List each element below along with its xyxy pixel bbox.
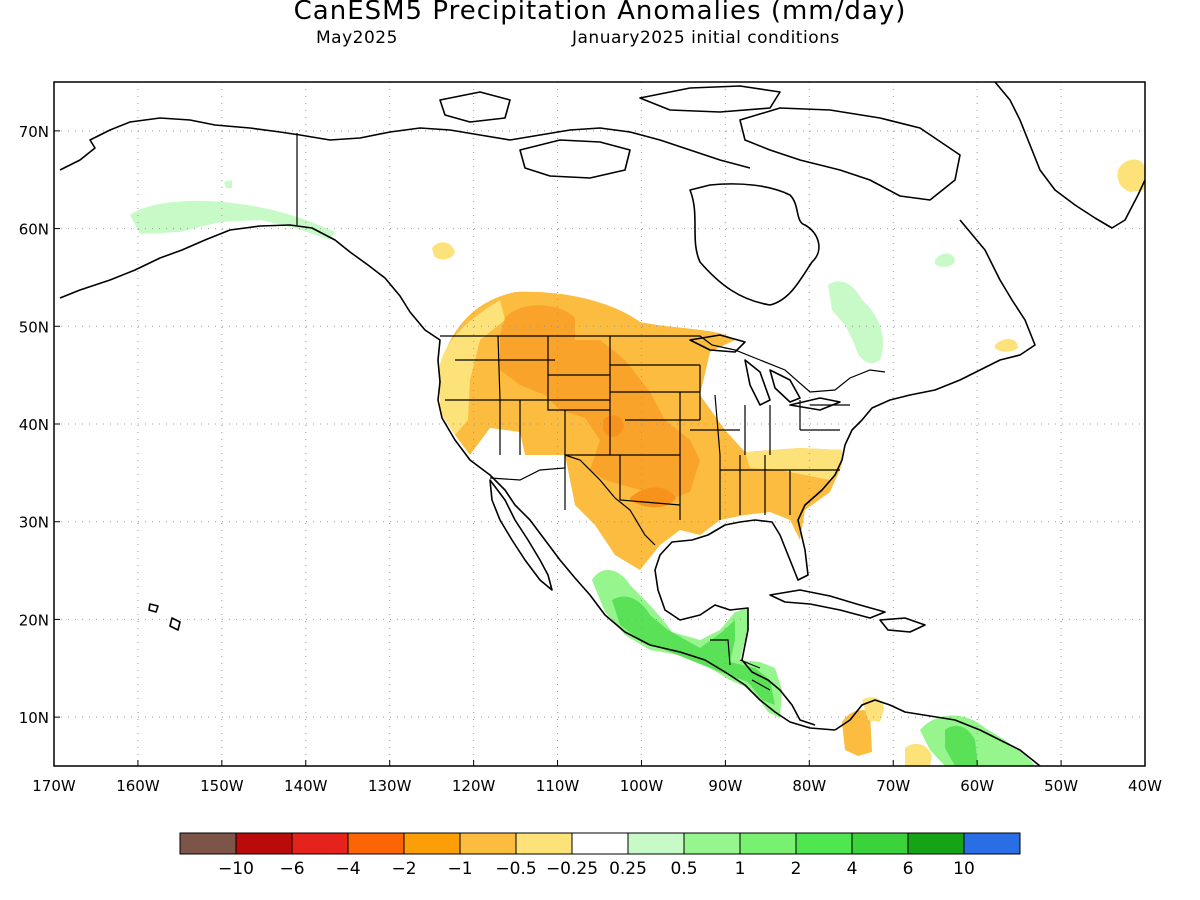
bc-light-dry: [432, 242, 455, 260]
anomaly-shading: [130, 159, 1145, 766]
lon-tick-label: 140W: [284, 777, 328, 795]
legend-swatch: [795, 832, 853, 855]
legend-swatch: [963, 832, 1021, 855]
legend-label: −0.25: [546, 859, 598, 879]
us-state-lines: [445, 335, 850, 520]
labrador-wet: [935, 253, 955, 267]
colorado-dry-spot: [603, 415, 624, 438]
legend-swatch: [851, 832, 909, 855]
lat-tick-label: 30N: [19, 514, 49, 532]
legend-label: −1: [447, 859, 472, 879]
legend-swatch: [179, 832, 237, 855]
legend-swatch: [683, 832, 741, 855]
lat-tick-label: 70N: [19, 123, 49, 141]
legend-label: 2: [791, 859, 802, 879]
lon-tick-label: 90W: [708, 777, 742, 795]
newfoundland-light-dry: [995, 338, 1018, 352]
venezuela-dry: [842, 710, 872, 756]
legend-swatch: [515, 832, 573, 855]
victoria-island: [519, 139, 631, 179]
central-america-wet: [612, 596, 775, 705]
alaska-north-coastline: [59, 117, 301, 171]
lon-tick-label: 70W: [876, 777, 910, 795]
atlantic-coastline: [654, 219, 1036, 726]
legend-label: 0.5: [670, 859, 697, 879]
lon-tick-label: 150W: [200, 777, 244, 795]
baja-california: [489, 479, 553, 591]
greenland-light-dry: [1117, 159, 1145, 192]
banks-island: [439, 91, 511, 123]
lon-tick-label: 50W: [1044, 777, 1078, 795]
legend-swatch: [403, 832, 461, 855]
lon-tick-label: 110W: [536, 777, 580, 795]
legend-swatch: [459, 832, 517, 855]
lat-tick-label: 60N: [19, 221, 49, 239]
legend-label: 6: [903, 859, 914, 879]
legend-label: 4: [847, 859, 858, 879]
lat-tick-label: 40N: [19, 416, 49, 434]
lon-tick-label: 170W: [32, 777, 76, 795]
alaska-wet: [130, 200, 335, 240]
init-conditions-label: January2025 initial conditions: [572, 28, 840, 48]
hispaniola: [879, 617, 926, 633]
legend-label: 0.25: [609, 859, 647, 879]
map-title: CanESM5 Precipitation Anomalies (mm/day): [293, 0, 907, 26]
legend-label: −4: [335, 859, 360, 879]
legend-swatch: [571, 832, 629, 855]
lat-tick-label: 10N: [19, 709, 49, 727]
south-america-north-coast: [834, 699, 1041, 766]
alaska-wet-dot: [224, 180, 232, 188]
legend-label: −2: [391, 859, 416, 879]
legend-swatch: [739, 832, 797, 855]
legend-swatch: [627, 832, 685, 855]
lon-tick-label: 80W: [792, 777, 826, 795]
hudson-bay: [689, 183, 820, 306]
northwest-light-dry: [440, 300, 505, 435]
legend-label: 10: [953, 859, 975, 879]
coastlines: [59, 82, 1145, 766]
color-legend: −10 −6 −4 −2 −1 −0.5 −0.25 0.25 0.5 1 2 4 6 10: [179, 832, 1021, 879]
pacific-coastline: [59, 224, 836, 731]
lon-tick-label: 130W: [368, 777, 412, 795]
political-boundaries: [296, 133, 886, 691]
lon-tick-label: 160W: [116, 777, 160, 795]
cuba: [769, 589, 886, 619]
lon-tick-label: 40W: [1128, 777, 1162, 795]
lat-tick-label: 20N: [19, 611, 49, 629]
legend-label: 1: [735, 859, 746, 879]
legend-swatch: [235, 832, 293, 855]
legend-swatch: [347, 832, 405, 855]
legend-swatch: [907, 832, 965, 855]
southern-plains-dry-core: [500, 305, 700, 500]
lon-tick-label: 100W: [620, 777, 664, 795]
legend-label: −0.5: [495, 859, 536, 879]
southeast-light-dry: [745, 448, 842, 480]
hawaii: [148, 603, 181, 631]
baffin-island: [739, 107, 961, 201]
greenland: [994, 82, 1145, 229]
legend-label: −10: [218, 859, 254, 879]
axis-ticks: 170W 160W 150W 140W 130W 120W 110W 100W 90W 80W 70…: [19, 123, 1162, 795]
us-mexico-border: [489, 454, 656, 546]
lon-tick-label: 120W: [452, 777, 496, 795]
us-canada-border: [440, 335, 886, 393]
canada-arctic-coastline: [299, 127, 751, 169]
ellesmere-island: [639, 85, 781, 113]
lon-tick-label: 60W: [960, 777, 994, 795]
lat-tick-label: 50N: [19, 318, 49, 336]
legend-label: −6: [279, 859, 304, 879]
great-lakes: [689, 334, 841, 411]
venezuela-light-dry-2: [905, 743, 932, 766]
legend-swatch: [291, 832, 349, 855]
mexico-central-america-borders: [710, 639, 771, 691]
quebec-wet: [828, 281, 884, 364]
south-america-wet-core: [945, 725, 978, 766]
valid-month-label: May2025: [316, 28, 398, 48]
